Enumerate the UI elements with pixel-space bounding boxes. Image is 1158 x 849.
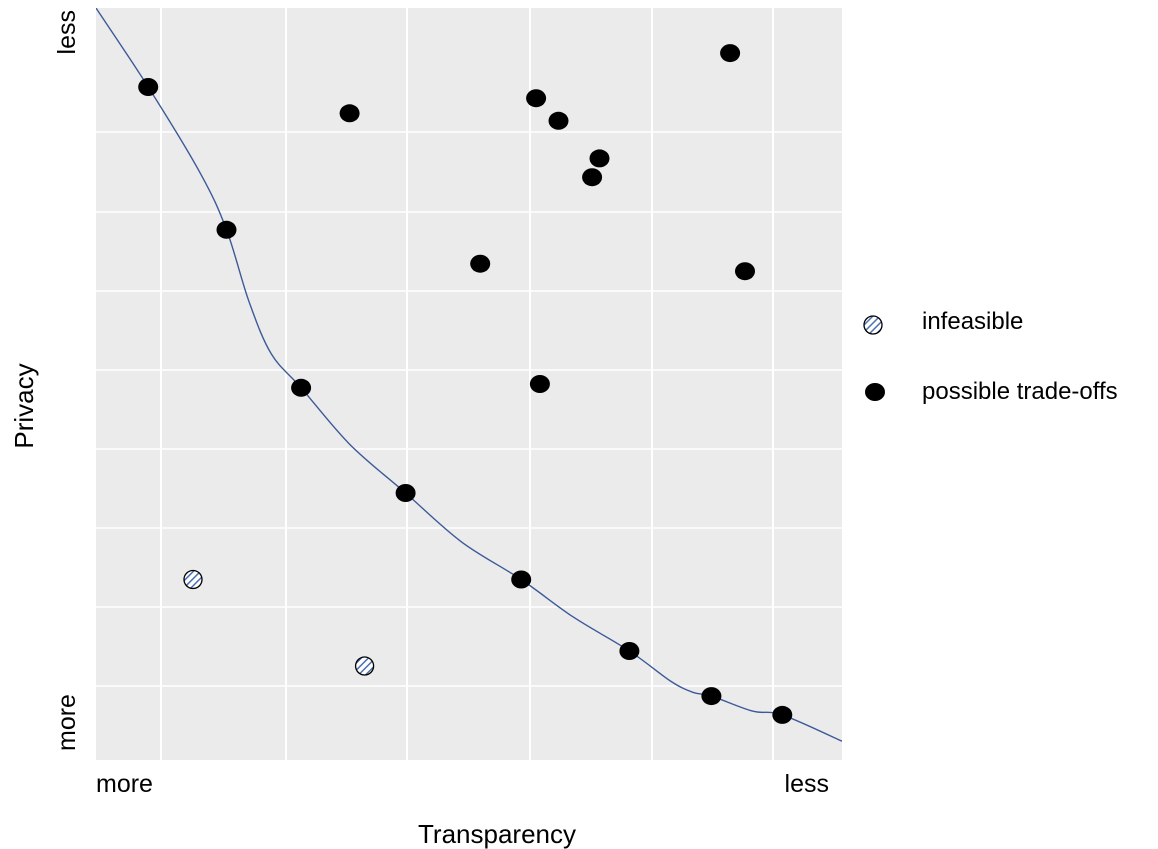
x-tick-label-left: more — [96, 770, 153, 798]
legend-possible-label: possible trade-offs — [922, 378, 1118, 405]
points-layer — [138, 44, 793, 724]
legend-infeasible-label: infeasible — [922, 308, 1023, 335]
legend-possible-marker — [865, 383, 885, 401]
trade-off-point — [526, 89, 547, 108]
trade-off-point — [138, 78, 159, 96]
trade-off-point — [701, 687, 722, 706]
trade-off-point — [291, 378, 312, 397]
y-tick-label-top: less — [53, 10, 81, 54]
trade-off-point — [735, 262, 755, 281]
trade-off-point — [619, 642, 640, 660]
plot-background — [96, 8, 842, 760]
trade-off-point — [216, 220, 237, 239]
y-tick-label-bottom: more — [53, 694, 81, 751]
grid-lines — [96, 8, 842, 760]
infeasible-point — [354, 656, 375, 676]
trade-off-point — [339, 104, 360, 123]
x-axis-title: Transparency — [418, 819, 576, 849]
y-axis-title: Privacy — [9, 363, 39, 448]
x-tick-label-right: less — [785, 770, 829, 798]
trade-off-point — [589, 149, 610, 168]
trade-off-point — [720, 44, 741, 63]
trade-off-point — [772, 705, 793, 724]
trade-off-point — [511, 570, 532, 589]
trade-off-point — [470, 254, 491, 273]
infeasible-point — [183, 569, 203, 590]
trade-off-point — [548, 111, 569, 130]
legend: infeasible possible trade-offs — [863, 308, 1118, 405]
trade-off-point — [582, 168, 603, 187]
trade-off-point — [395, 484, 416, 502]
trade-off-point — [529, 375, 550, 393]
legend-infeasible-marker — [863, 315, 883, 335]
